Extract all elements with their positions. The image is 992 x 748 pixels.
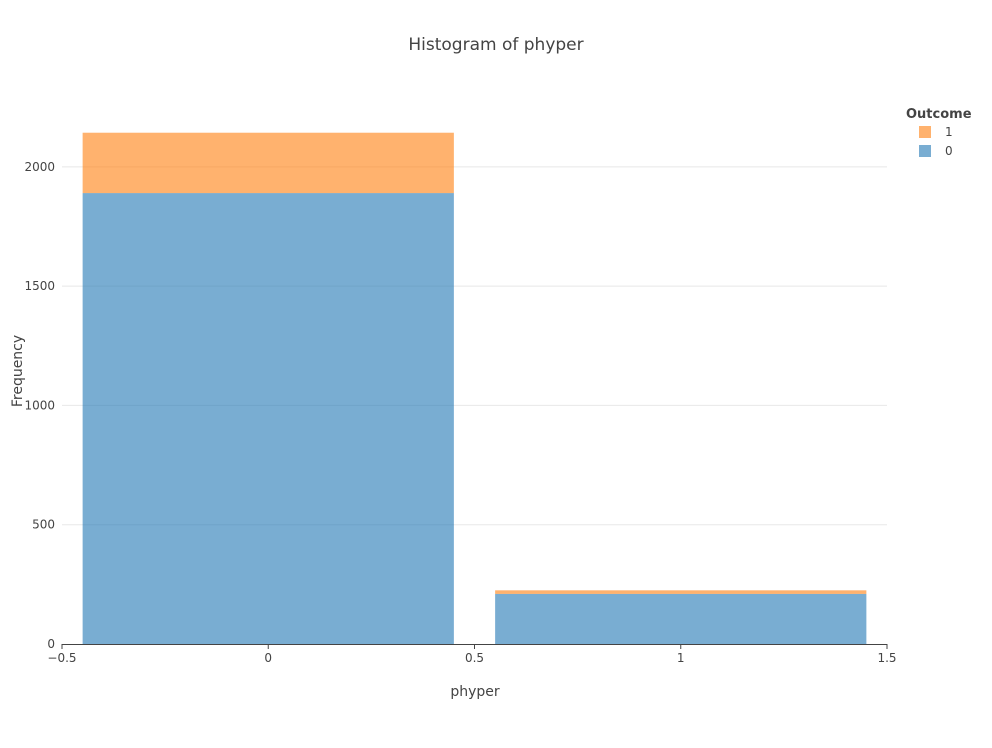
bar-outcome-0-bin-0 [82,193,454,645]
chart-title: Histogram of phyper [408,35,583,55]
x-tick-label: 0.5 [465,651,484,665]
y-tick-label: 2000 [24,160,55,174]
legend-swatch-1 [919,126,931,138]
legend[interactable]: Outcome 1 0 [906,107,972,158]
x-axis-title: phyper [450,684,500,700]
legend-swatch-0 [919,145,931,157]
legend-label-1: 1 [945,125,953,139]
x-tick-label: 0 [264,651,272,665]
x-tick-label: 1 [677,651,685,665]
legend-title: Outcome [906,107,972,122]
x-tick-label: −0.5 [47,651,76,665]
bars [82,132,867,645]
bar-outcome-0-bin-1 [495,593,867,644]
bar-outcome-1-bin-0 [82,132,454,194]
y-tick-label: 0 [47,637,55,651]
x-tick-label: 1.5 [877,651,896,665]
y-axis-title: Frequency [10,335,26,407]
legend-label-0: 0 [945,144,953,158]
bar-outcome-1-bin-1 [495,590,867,594]
y-tick-label: 1000 [24,398,55,412]
y-tick-label: 500 [32,518,55,532]
y-tick-label: 1500 [24,279,55,293]
